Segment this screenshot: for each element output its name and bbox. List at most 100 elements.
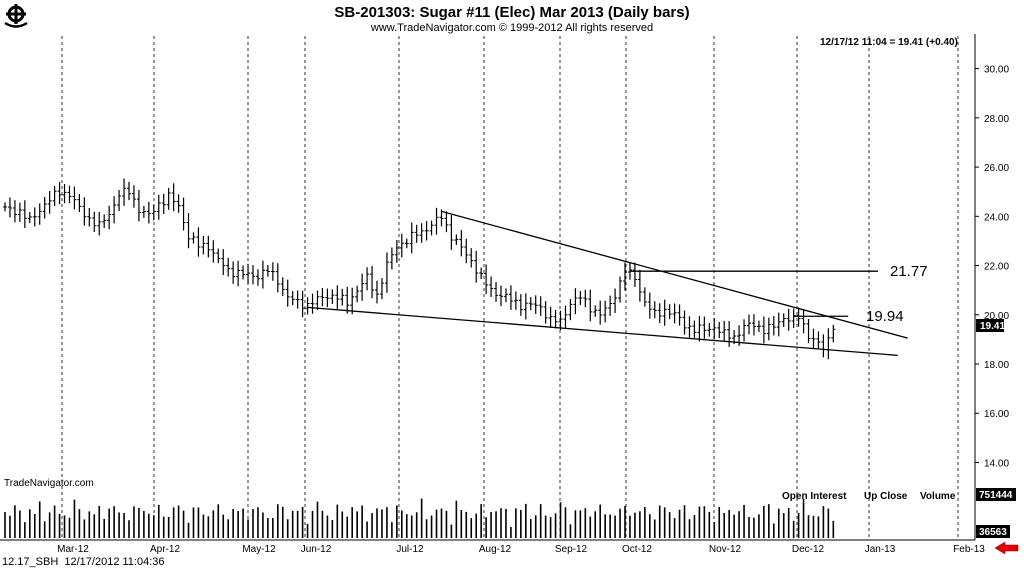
price-bar (7, 197, 12, 218)
price-bar (593, 305, 598, 317)
month-label: Oct-12 (622, 544, 652, 555)
y-tick-label: 30.00 (984, 65, 1009, 76)
price-bar (747, 314, 751, 335)
month-label: May-12 (242, 544, 276, 555)
up-close-label: Up Close (864, 491, 908, 502)
price-bar (231, 261, 236, 284)
price-bar (280, 277, 285, 297)
price-bar (657, 303, 662, 324)
price-bar (384, 252, 389, 293)
price-bar (494, 282, 499, 302)
price-bar (513, 291, 518, 310)
price-bar (652, 301, 657, 319)
price-bar (394, 240, 399, 263)
price-bar (3, 202, 7, 212)
price-bar (77, 194, 82, 213)
price-bar (791, 308, 796, 329)
price-bar (112, 196, 117, 224)
price-bar (82, 197, 87, 226)
open-interest-value-box (976, 488, 1016, 501)
price-bar (340, 288, 345, 306)
price-bar (702, 316, 707, 339)
price-bar (613, 288, 618, 314)
price-bar (136, 190, 141, 222)
price-bar (255, 269, 260, 286)
price-bar (603, 300, 608, 323)
price-bar (335, 285, 340, 309)
footer-symbol: 12.17_SBH (2, 556, 59, 568)
price-bar (87, 208, 92, 227)
price-bar (727, 320, 732, 347)
price-bar (42, 196, 47, 219)
price-bar (191, 232, 196, 244)
price-bar (325, 288, 330, 308)
price-bar (766, 317, 771, 341)
price-bar (776, 312, 781, 337)
price-bar (375, 280, 379, 304)
price-bar (181, 197, 186, 231)
price-bar (206, 235, 211, 258)
price-bar (489, 276, 494, 298)
y-tick-label: 14.00 (984, 458, 1009, 469)
price-bar (37, 203, 42, 225)
price-bar (806, 319, 811, 344)
price-bar (573, 288, 578, 315)
price-bar (350, 287, 355, 315)
ship-wheel-logo-icon (4, 4, 28, 28)
price-bar (796, 307, 801, 327)
price-bar (588, 289, 593, 322)
level-annotations: 21.77 19.94 (866, 263, 928, 325)
price-bar (290, 291, 295, 306)
price-bar (399, 233, 404, 258)
copyright-text: www.TradeNavigator.com © 1999-2012 All r… (370, 22, 653, 34)
price-bars (3, 178, 836, 360)
price-bar (687, 316, 692, 338)
price-bar (251, 264, 255, 285)
price-bar (117, 190, 122, 211)
price-bar (22, 200, 27, 228)
chart-title: SB-201303: Sugar #11 (Elec) Mar 2013 (Da… (334, 4, 689, 21)
footer-datetime: 12/17/2012 11:04:36 (64, 556, 165, 568)
price-bar (479, 267, 484, 280)
price-bar (667, 304, 672, 320)
price-bar (623, 262, 627, 291)
price-bar (211, 240, 216, 263)
price-bar (52, 185, 57, 207)
month-label: Apr-12 (150, 544, 180, 555)
price-bar (712, 318, 717, 340)
price-bar (742, 319, 747, 342)
price-bar (131, 185, 136, 208)
price-bar (563, 305, 568, 329)
volume-label: Volume (920, 491, 956, 502)
price-bar (67, 185, 72, 204)
price-bar (409, 222, 414, 254)
price-bar (528, 296, 533, 311)
price-bar (672, 303, 677, 324)
price-bar (523, 293, 528, 320)
price-bar (414, 224, 419, 243)
price-bar (226, 257, 231, 277)
price-bar (47, 191, 52, 214)
price-bar (57, 181, 62, 205)
price-bar (811, 328, 816, 349)
price-bar (221, 249, 226, 276)
price-bar (469, 248, 474, 268)
price-bar (201, 235, 206, 255)
month-label: Jan-13 (865, 544, 896, 555)
price-bar (360, 273, 365, 301)
y-tick-label: 16.00 (984, 409, 1009, 420)
price-bar (454, 234, 459, 246)
price-bar (265, 265, 270, 277)
price-bar (618, 276, 623, 303)
y-tick-label: 20.00 (984, 311, 1009, 322)
price-bar (439, 209, 444, 227)
price-bar (558, 310, 563, 331)
volume-value-box (976, 525, 1010, 538)
price-bar (315, 290, 320, 310)
price-bar (404, 238, 409, 249)
price-bar (786, 308, 791, 331)
price-bar (771, 316, 776, 336)
price-bar (166, 187, 171, 210)
volume-bars (4, 498, 835, 538)
